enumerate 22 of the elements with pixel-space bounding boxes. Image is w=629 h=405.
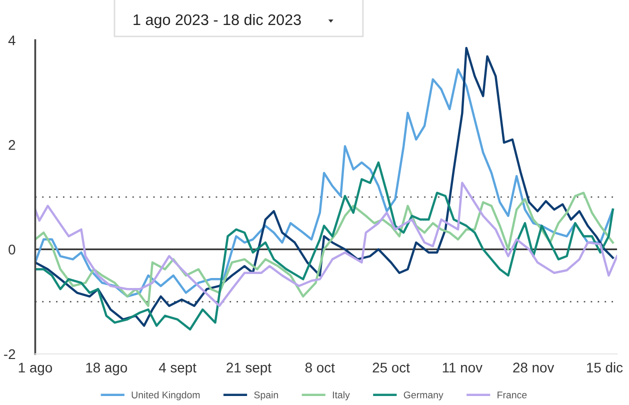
- legend-label: Spain: [254, 391, 278, 400]
- line-series: [35, 161, 614, 330]
- legend-label: France: [498, 392, 527, 398]
- legend-label: United Kingdom: [132, 391, 200, 400]
- x-tick-label: 8 oct: [305, 362, 335, 373]
- legend-label: Germany: [404, 391, 444, 400]
- y-tick-label: 4: [8, 36, 16, 46]
- x-tick-label: 15 dic: [587, 362, 623, 373]
- y-tick-label: 0: [8, 244, 16, 255]
- line-series: [35, 68, 614, 298]
- y-tick-label: -2: [4, 349, 16, 360]
- x-tick-label: 28 nov: [513, 362, 554, 373]
- x-tick-label: 21 sept: [226, 362, 272, 376]
- y-tick-label: 2: [8, 140, 16, 150]
- x-tick-label: 1 ago: [18, 362, 52, 376]
- x-tick-label: 4 sept: [158, 362, 196, 376]
- legend-label: Italy: [332, 391, 350, 400]
- chart-title: 1 ago 2023 - 18 dic 2023: [134, 14, 301, 28]
- line-series: [35, 46, 614, 327]
- x-tick-label: 25 oct: [372, 362, 410, 373]
- x-tick-label: 11 nov: [442, 362, 482, 373]
- x-tick-label: 18 ago: [86, 362, 128, 376]
